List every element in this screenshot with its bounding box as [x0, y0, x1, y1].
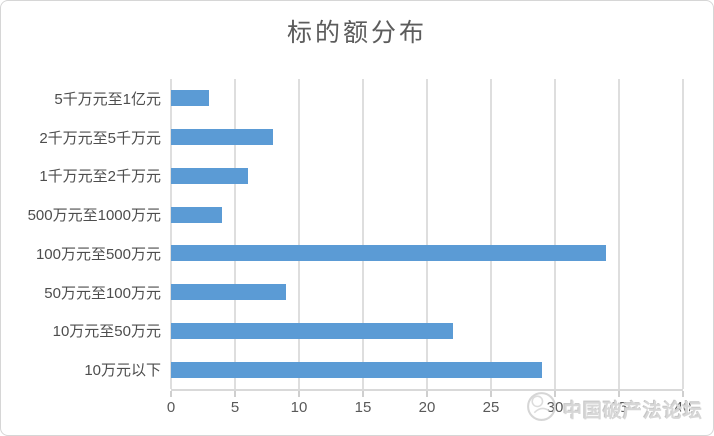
- x-tick-label: 20: [418, 399, 436, 416]
- bar-row: [171, 273, 683, 312]
- x-tick-label: 25: [482, 399, 500, 416]
- category-label: 5千万元至1亿元: [54, 90, 161, 108]
- axis-tick: [554, 391, 556, 397]
- category-label: 500万元至1000万元: [27, 207, 161, 225]
- bar: [171, 284, 287, 301]
- gridline: [298, 79, 300, 389]
- x-tick-label: 40: [674, 399, 692, 416]
- category-axis: 5千万元至1亿元 2千万元至5千万元 1千万元至2千万元 500万元至1000万元 10…: [1, 79, 161, 389]
- x-tick-label: 5: [230, 399, 240, 416]
- gridline: [618, 79, 620, 389]
- axis-tick: [298, 391, 300, 397]
- axis-tick: [170, 391, 172, 397]
- category-label: 10万元以下: [84, 362, 161, 380]
- bar: [171, 206, 223, 223]
- plot-area: [170, 79, 684, 397]
- gridline: [554, 79, 556, 389]
- bar-row: [171, 118, 683, 157]
- x-tick-label: 0: [166, 399, 176, 416]
- bar-row: [171, 234, 683, 273]
- bar-row: [171, 350, 683, 389]
- bar: [171, 245, 607, 262]
- axis-tick: [682, 391, 684, 397]
- chart-title: 标的额分布: [286, 18, 427, 47]
- axis-tick: [234, 391, 236, 397]
- gridline: [490, 79, 492, 389]
- x-tick-label: 15: [354, 399, 372, 416]
- category-label: 2千万元至5千万元: [39, 129, 161, 147]
- gridline: [682, 79, 684, 389]
- x-tick-label: 30: [546, 399, 564, 416]
- gridline: [426, 79, 428, 389]
- value-axis: 0 5 10 15 20 25 30 35 40: [167, 399, 692, 421]
- axis-tick: [362, 391, 364, 397]
- bars-container: [171, 79, 683, 389]
- bar: [171, 361, 543, 378]
- axis-tick: [618, 391, 620, 397]
- axis-tick: [426, 391, 428, 397]
- category-label: 10万元至50万元: [52, 323, 161, 341]
- bar: [171, 129, 274, 146]
- category-label: 100万元至500万元: [35, 245, 161, 263]
- axis-tick: [490, 391, 492, 397]
- gridline: [362, 79, 364, 389]
- bar-row: [171, 157, 683, 196]
- bar: [171, 90, 210, 107]
- bar: [171, 167, 248, 184]
- category-label: 50万元至100万元: [44, 284, 161, 302]
- bar-row: [171, 312, 683, 351]
- gridline: [170, 79, 172, 389]
- gridline: [234, 79, 236, 389]
- x-tick-label: 10: [290, 399, 308, 416]
- category-label: 1千万元至2千万元: [39, 168, 161, 186]
- bar: [171, 322, 453, 339]
- x-tick-label: 35: [610, 399, 628, 416]
- bar-row: [171, 79, 683, 118]
- bar-row: [171, 195, 683, 234]
